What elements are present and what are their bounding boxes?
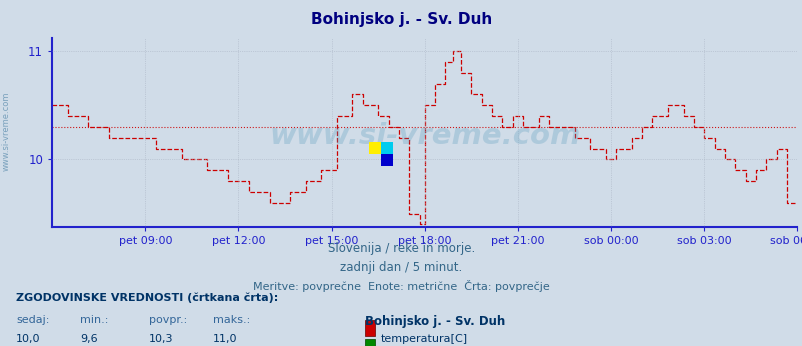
Bar — [369, 142, 381, 154]
Text: temperatura[C]: temperatura[C] — [380, 334, 467, 344]
Text: min.:: min.: — [80, 315, 108, 325]
Bar — [381, 142, 393, 154]
Text: Bohinjsko j. - Sv. Duh: Bohinjsko j. - Sv. Duh — [310, 12, 492, 27]
Text: 10,0: 10,0 — [16, 334, 41, 344]
Text: 10,3: 10,3 — [148, 334, 173, 344]
Text: zadnji dan / 5 minut.: zadnji dan / 5 minut. — [340, 261, 462, 274]
Bar — [381, 154, 393, 166]
Text: 9,6: 9,6 — [80, 334, 98, 344]
Text: ZGODOVINSKE VREDNOSTI (črtkana črta):: ZGODOVINSKE VREDNOSTI (črtkana črta): — [16, 292, 278, 303]
Text: Slovenija / reke in morje.: Slovenija / reke in morje. — [327, 242, 475, 255]
Text: www.si-vreme.com: www.si-vreme.com — [2, 92, 11, 171]
Text: www.si-vreme.com: www.si-vreme.com — [269, 122, 580, 150]
Text: Bohinjsko j. - Sv. Duh: Bohinjsko j. - Sv. Duh — [365, 315, 505, 328]
Text: Meritve: povprečne  Enote: metrične  Črta: povprečje: Meritve: povprečne Enote: metrične Črta:… — [253, 280, 549, 292]
Text: maks.:: maks.: — [213, 315, 249, 325]
Text: sedaj:: sedaj: — [16, 315, 50, 325]
Text: povpr.:: povpr.: — [148, 315, 187, 325]
Text: 11,0: 11,0 — [213, 334, 237, 344]
